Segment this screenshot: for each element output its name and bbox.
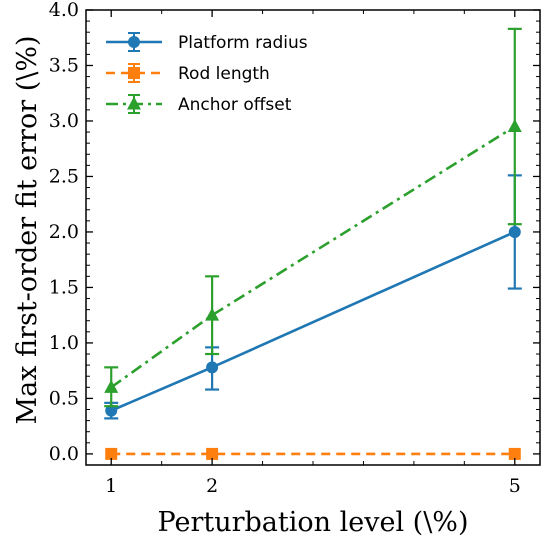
y-tick-label: 2.0 xyxy=(49,221,79,243)
x-tick-label: 2 xyxy=(206,475,218,497)
x-tick-label: 5 xyxy=(509,475,521,497)
data-point xyxy=(105,447,118,460)
y-tick-label: 0.0 xyxy=(49,443,79,465)
plot-background xyxy=(86,10,540,465)
data-point xyxy=(508,447,521,460)
data-point xyxy=(104,379,119,393)
y-tick-label: 1.5 xyxy=(49,276,79,298)
axes-layer: 0.0 0.5 1.0 1.5 2.0 2.5 3.0 3.5 4.0 1 2 5 xyxy=(49,0,541,497)
legend-item: Rod length xyxy=(106,63,270,84)
y-tick-label: 0.5 xyxy=(49,387,79,409)
data-point xyxy=(508,225,521,238)
data-point xyxy=(206,447,219,460)
legend-marker xyxy=(127,96,141,110)
x-tick-label: 1 xyxy=(105,475,117,497)
data-point xyxy=(206,361,219,374)
y-axis-label: Max first-order fit error (\%) xyxy=(12,35,43,424)
data-point xyxy=(105,404,118,417)
y-tick-label: 4.0 xyxy=(49,0,79,21)
x-axis-label: Perturbation level (\%) xyxy=(158,507,469,538)
y-tick-label: 2.5 xyxy=(49,165,79,187)
series-platform-radius xyxy=(104,174,522,420)
series-layer xyxy=(104,27,522,460)
data-point xyxy=(205,307,220,321)
legend-label: Platform radius xyxy=(178,33,308,53)
legend: Platform radius Rod length Anchor offset xyxy=(106,32,308,115)
series-anchor-offset xyxy=(104,27,522,408)
y-tick-label: 1.0 xyxy=(49,332,79,354)
y-tick-label: 3.0 xyxy=(49,110,79,132)
legend-marker xyxy=(128,67,140,79)
legend-label: Rod length xyxy=(178,64,270,84)
legend-item: Anchor offset xyxy=(106,94,292,115)
y-tick-label: 3.5 xyxy=(49,54,79,76)
legend-label: Anchor offset xyxy=(178,95,292,115)
data-point xyxy=(507,119,522,133)
legend-item: Platform radius xyxy=(106,32,308,53)
legend-marker xyxy=(128,36,140,48)
series-rod-length xyxy=(105,447,521,460)
series-line xyxy=(110,125,516,389)
plot-area xyxy=(86,10,540,465)
